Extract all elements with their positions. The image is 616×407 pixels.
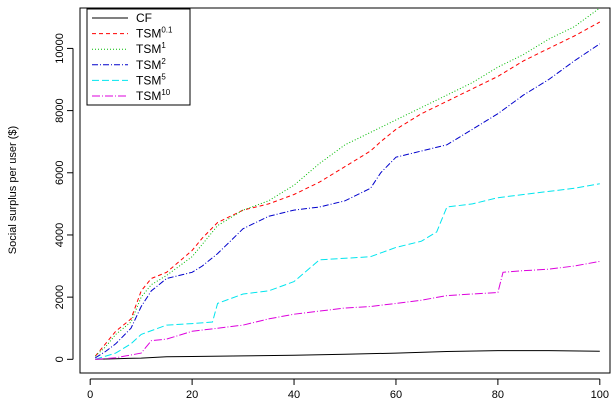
series-line-3 xyxy=(95,43,601,359)
legend-label-5: TSM10 xyxy=(136,88,171,103)
x-tick-label: 0 xyxy=(87,389,93,401)
legend-box xyxy=(86,8,191,106)
plot-frame xyxy=(79,7,611,374)
x-tick-label: 40 xyxy=(288,389,300,401)
series-line-4 xyxy=(95,183,600,360)
x-tick-label: 100 xyxy=(591,389,609,401)
y-tick-label: 0 xyxy=(54,356,66,362)
x-tick-label: 20 xyxy=(186,389,198,401)
x-axis: 0 20 40 60 80 100 xyxy=(87,378,609,401)
x-tick-label: 60 xyxy=(390,389,402,401)
x-tick-label: 80 xyxy=(492,389,504,401)
y-axis: 0 2000 4000 6000 8000 10000 xyxy=(54,33,74,362)
series-layer xyxy=(94,7,601,360)
y-tick-label: 4000 xyxy=(54,223,66,247)
legend-label-0: CF xyxy=(136,11,152,25)
y-tick-label: 2000 xyxy=(54,285,66,309)
series-line-0 xyxy=(95,350,600,360)
legend-label-1: TSM0.1 xyxy=(136,26,173,41)
y-tick-label: 10000 xyxy=(54,33,66,64)
y-axis-title: Social surplus per user ($) xyxy=(7,126,19,254)
y-tick-label: 8000 xyxy=(54,98,66,122)
legend-label-4: TSM5 xyxy=(136,72,166,87)
series-line-1 xyxy=(94,21,601,357)
y-tick-label: 6000 xyxy=(54,161,66,185)
legend-label-3: TSM2 xyxy=(136,57,166,72)
legend-label-2: TSM1 xyxy=(136,41,166,56)
series-line-5 xyxy=(95,260,600,360)
